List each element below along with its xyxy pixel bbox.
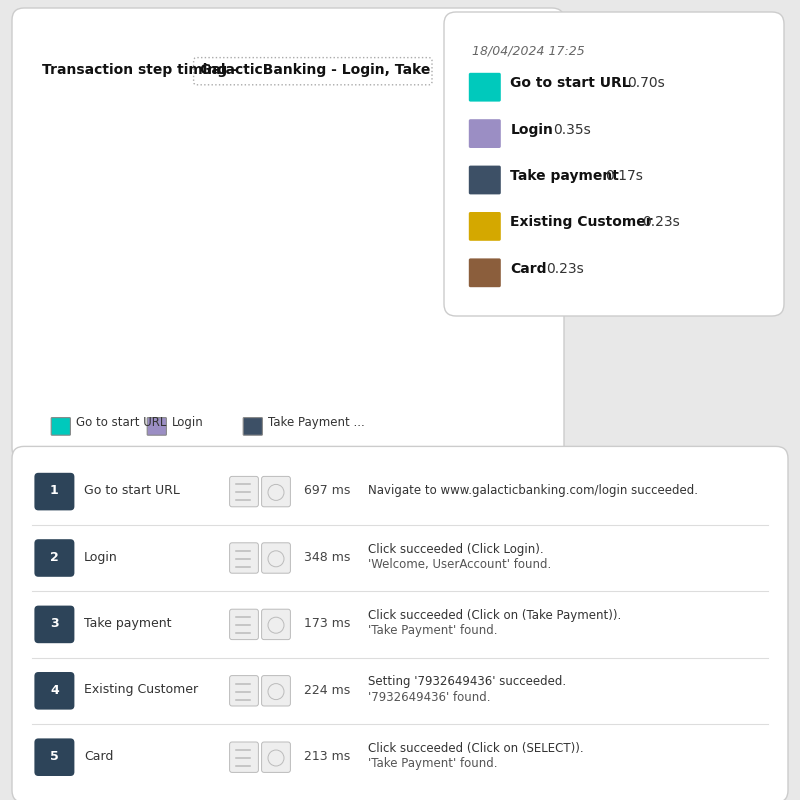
Text: 5: 5	[50, 750, 58, 763]
Text: 18/04/2024 17:25: 18/04/2024 17:25	[472, 45, 585, 58]
Text: Card: Card	[84, 750, 114, 763]
Text: Take payment: Take payment	[84, 617, 171, 630]
Text: 697 ms: 697 ms	[304, 484, 350, 498]
Text: 224 ms: 224 ms	[304, 683, 350, 697]
Text: Login: Login	[84, 550, 118, 564]
Text: Navigate to www.galacticbanking.com/login succeeded.: Navigate to www.galacticbanking.com/logi…	[368, 484, 698, 498]
Text: Transaction step timing -: Transaction step timing -	[42, 62, 242, 77]
Text: GalacticBanking - Login, Take: GalacticBanking - Login, Take	[200, 62, 430, 77]
Text: Take payment: Take payment	[510, 169, 619, 183]
Text: Card: Card	[510, 262, 547, 276]
Text: Login: Login	[510, 122, 554, 137]
Text: 3: 3	[50, 617, 58, 630]
Text: Go to start URL: Go to start URL	[76, 416, 166, 429]
Text: 0.35s: 0.35s	[554, 122, 591, 137]
Text: 'Take Payment' found.: 'Take Payment' found.	[368, 624, 498, 638]
Text: Login: Login	[172, 416, 204, 429]
Text: Click succeeded (Click on (Take Payment)).: Click succeeded (Click on (Take Payment)…	[368, 609, 622, 622]
Text: Existing Customer: Existing Customer	[510, 215, 653, 230]
Text: 2: 2	[50, 550, 58, 564]
Text: 'Welcome, UserAccount' found.: 'Welcome, UserAccount' found.	[368, 558, 551, 571]
Text: 348 ms: 348 ms	[304, 550, 350, 564]
Text: Existing Customer: Existing Customer	[84, 683, 198, 697]
Text: '7932649436' found.: '7932649436' found.	[368, 690, 490, 704]
Text: 4: 4	[50, 683, 58, 697]
Text: Click succeeded (Click Login).: Click succeeded (Click Login).	[368, 542, 544, 556]
Text: Setting '7932649436' succeeded.: Setting '7932649436' succeeded.	[368, 675, 566, 689]
Text: 'Take Payment' found.: 'Take Payment' found.	[368, 757, 498, 770]
Text: 213 ms: 213 ms	[304, 750, 350, 763]
Text: 0.17s: 0.17s	[605, 169, 643, 183]
Text: 0.23s: 0.23s	[642, 215, 680, 230]
Y-axis label: Seconds: Seconds	[32, 223, 45, 273]
Text: 1: 1	[50, 484, 58, 498]
Text: 0.70s: 0.70s	[627, 76, 665, 90]
Text: Click succeeded (Click on (SELECT)).: Click succeeded (Click on (SELECT)).	[368, 742, 584, 755]
Text: Go to start URL: Go to start URL	[510, 76, 631, 90]
Text: Take Payment ...: Take Payment ...	[268, 416, 365, 429]
Text: 0.23s: 0.23s	[546, 262, 584, 276]
Text: Go to start URL: Go to start URL	[84, 484, 180, 498]
Text: 173 ms: 173 ms	[304, 617, 350, 630]
